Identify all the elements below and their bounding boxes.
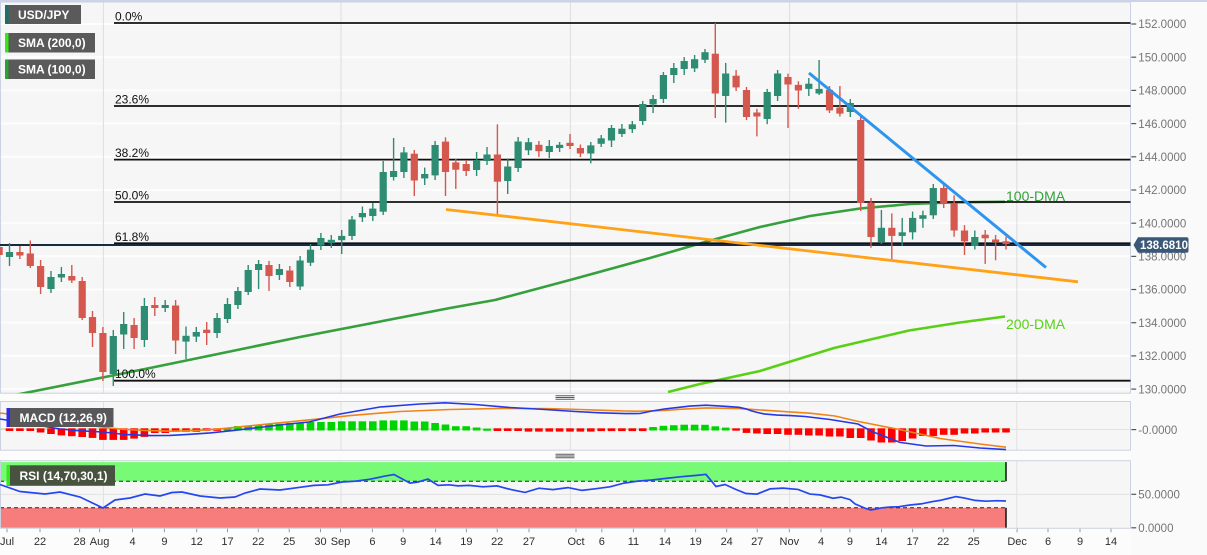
svg-text:100-DMA: 100-DMA — [1006, 188, 1066, 204]
svg-text:4: 4 — [818, 536, 824, 548]
svg-text:50.0%: 50.0% — [115, 189, 149, 203]
svg-text:Oct: Oct — [567, 536, 584, 548]
svg-text:USD/JPY: USD/JPY — [18, 8, 69, 22]
svg-text:38.2%: 38.2% — [115, 146, 149, 160]
svg-text:6: 6 — [1045, 536, 1051, 548]
svg-text:140.0000: 140.0000 — [1138, 218, 1186, 230]
svg-text:0.0%: 0.0% — [115, 10, 143, 24]
svg-text:136.0000: 136.0000 — [1138, 285, 1186, 297]
svg-text:SMA (200,0): SMA (200,0) — [18, 36, 86, 50]
svg-text:200-DMA: 200-DMA — [1006, 316, 1066, 332]
svg-text:6: 6 — [599, 536, 605, 548]
svg-text:Aug: Aug — [90, 536, 110, 548]
svg-text:17: 17 — [221, 536, 233, 548]
svg-text:17: 17 — [906, 536, 918, 548]
svg-text:19: 19 — [689, 536, 701, 548]
svg-text:-0.0000: -0.0000 — [1138, 425, 1177, 437]
svg-text:134.0000: 134.0000 — [1138, 318, 1186, 330]
svg-text:150.0000: 150.0000 — [1138, 52, 1186, 64]
svg-text:27: 27 — [751, 536, 763, 548]
svg-text:132.0000: 132.0000 — [1138, 351, 1186, 363]
svg-text:138.6810: 138.6810 — [1140, 240, 1188, 252]
svg-text:9: 9 — [400, 536, 406, 548]
svg-text:MACD (12,26,9): MACD (12,26,9) — [20, 411, 107, 425]
svg-text:61.8%: 61.8% — [115, 230, 149, 244]
svg-text:144.0000: 144.0000 — [1138, 152, 1186, 164]
svg-text:27: 27 — [523, 536, 535, 548]
svg-text:Nov: Nov — [780, 536, 800, 548]
svg-text:RSI (14,70,30,1): RSI (14,70,30,1) — [20, 469, 108, 483]
svg-text:Dec: Dec — [1007, 536, 1027, 548]
svg-text:Jul: Jul — [0, 536, 14, 548]
svg-text:146.0000: 146.0000 — [1138, 119, 1186, 131]
svg-text:25: 25 — [968, 536, 980, 548]
svg-text:22: 22 — [34, 536, 46, 548]
svg-text:0.0000: 0.0000 — [1138, 523, 1173, 535]
svg-text:142.0000: 142.0000 — [1138, 185, 1186, 197]
svg-text:23.6%: 23.6% — [115, 93, 149, 107]
svg-text:25: 25 — [283, 536, 295, 548]
svg-text:30: 30 — [314, 536, 326, 548]
svg-text:9: 9 — [847, 536, 853, 548]
svg-text:50.0000: 50.0000 — [1138, 490, 1180, 502]
svg-text:14: 14 — [1105, 536, 1117, 548]
svg-text:9: 9 — [161, 536, 167, 548]
svg-text:100.0%: 100.0% — [115, 367, 156, 381]
svg-text:14: 14 — [659, 536, 671, 548]
svg-text:4: 4 — [129, 536, 135, 548]
svg-text:Sep: Sep — [331, 536, 351, 548]
svg-text:130.0000: 130.0000 — [1138, 384, 1186, 396]
svg-text:14: 14 — [429, 536, 441, 548]
svg-text:152.0000: 152.0000 — [1138, 19, 1186, 31]
svg-text:14: 14 — [875, 536, 887, 548]
svg-text:22: 22 — [937, 536, 949, 548]
svg-text:22: 22 — [491, 536, 503, 548]
svg-text:138.0000: 138.0000 — [1138, 252, 1186, 264]
svg-text:9: 9 — [1077, 536, 1083, 548]
svg-text:28: 28 — [73, 536, 85, 548]
svg-text:24: 24 — [721, 536, 733, 548]
svg-text:19: 19 — [460, 536, 472, 548]
svg-text:12: 12 — [191, 536, 203, 548]
svg-text:148.0000: 148.0000 — [1138, 86, 1186, 98]
svg-text:SMA (100,0): SMA (100,0) — [18, 63, 86, 77]
svg-text:11: 11 — [628, 536, 639, 548]
svg-text:22: 22 — [252, 536, 264, 548]
svg-text:6: 6 — [369, 536, 375, 548]
